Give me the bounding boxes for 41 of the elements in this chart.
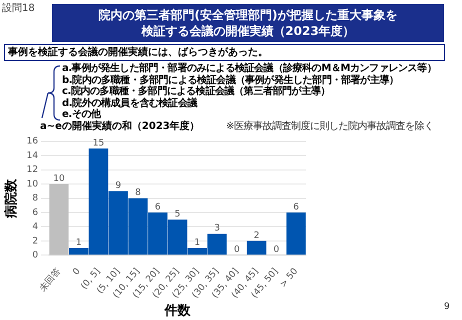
x-axis-title: 件数 <box>164 304 192 319</box>
text: b.院内の多職種・多部門による検証会議（事例が発生した部門・部署が主導） <box>62 74 399 86</box>
data-label: 1 <box>194 238 200 248</box>
data-label: 0 <box>234 244 240 255</box>
data-label: 6 <box>154 202 161 212</box>
y-axis-title: 病院数 <box>3 178 20 219</box>
text: a.事例が発生した部門・部署のみによる検証会議（診療科のM＆Mカンファレンス等） <box>62 63 436 74</box>
data-label: 10 <box>53 174 65 184</box>
data-label: 1 <box>76 238 82 248</box>
data-label: 15 <box>92 138 104 148</box>
data-label: 8 <box>135 188 142 198</box>
chart-title: 院内の第三者部門(安全管理部門)が把握した重大事象を検証する会議の開催実績（2023年度） <box>98 7 398 39</box>
data-label: 6 <box>293 202 300 212</box>
text: ※医療事故調査制度に則した院内事故調査を除く <box>226 121 434 133</box>
x-tick-label: > 50 <box>278 266 300 290</box>
y-tick-label: 2 <box>32 236 38 246</box>
data-label: 3 <box>214 224 220 234</box>
data-label: 2 <box>254 230 260 241</box>
text: d.院外の構成員を含む検証会議 <box>62 98 197 108</box>
data-label: 9 <box>115 181 122 192</box>
text: 設問18 <box>2 2 35 15</box>
y-tick-label: 8 <box>32 194 38 204</box>
y-tick-label: 4 <box>32 222 38 232</box>
y-tick-label: 12 <box>26 165 38 176</box>
text: 9 <box>444 302 450 312</box>
y-tick-label: 10 <box>26 179 38 190</box>
y-tick-label: 16 <box>26 136 38 147</box>
y-tick-label: 6 <box>32 208 38 218</box>
bar <box>246 240 266 255</box>
data-label: 0 <box>273 244 280 255</box>
text: e.その他 <box>62 109 101 120</box>
chart-subtitle: 事例を検証する会議の開催実績には、ばらつきがあった。 <box>4 44 445 61</box>
bar <box>286 212 306 255</box>
y-tick-label: 0 <box>32 250 38 260</box>
x-tick-label: 未回答 <box>37 266 64 294</box>
bar <box>49 184 69 255</box>
text: a~eの開催実績の和（2023年度） <box>40 121 200 133</box>
text: c.院内の多職種・多部門による検証会議（第三者部門が主導） <box>62 86 330 97</box>
y-tick-label: 14 <box>26 150 38 161</box>
x-tick-label: 0 <box>71 266 83 278</box>
data-label: 5 <box>174 209 180 220</box>
